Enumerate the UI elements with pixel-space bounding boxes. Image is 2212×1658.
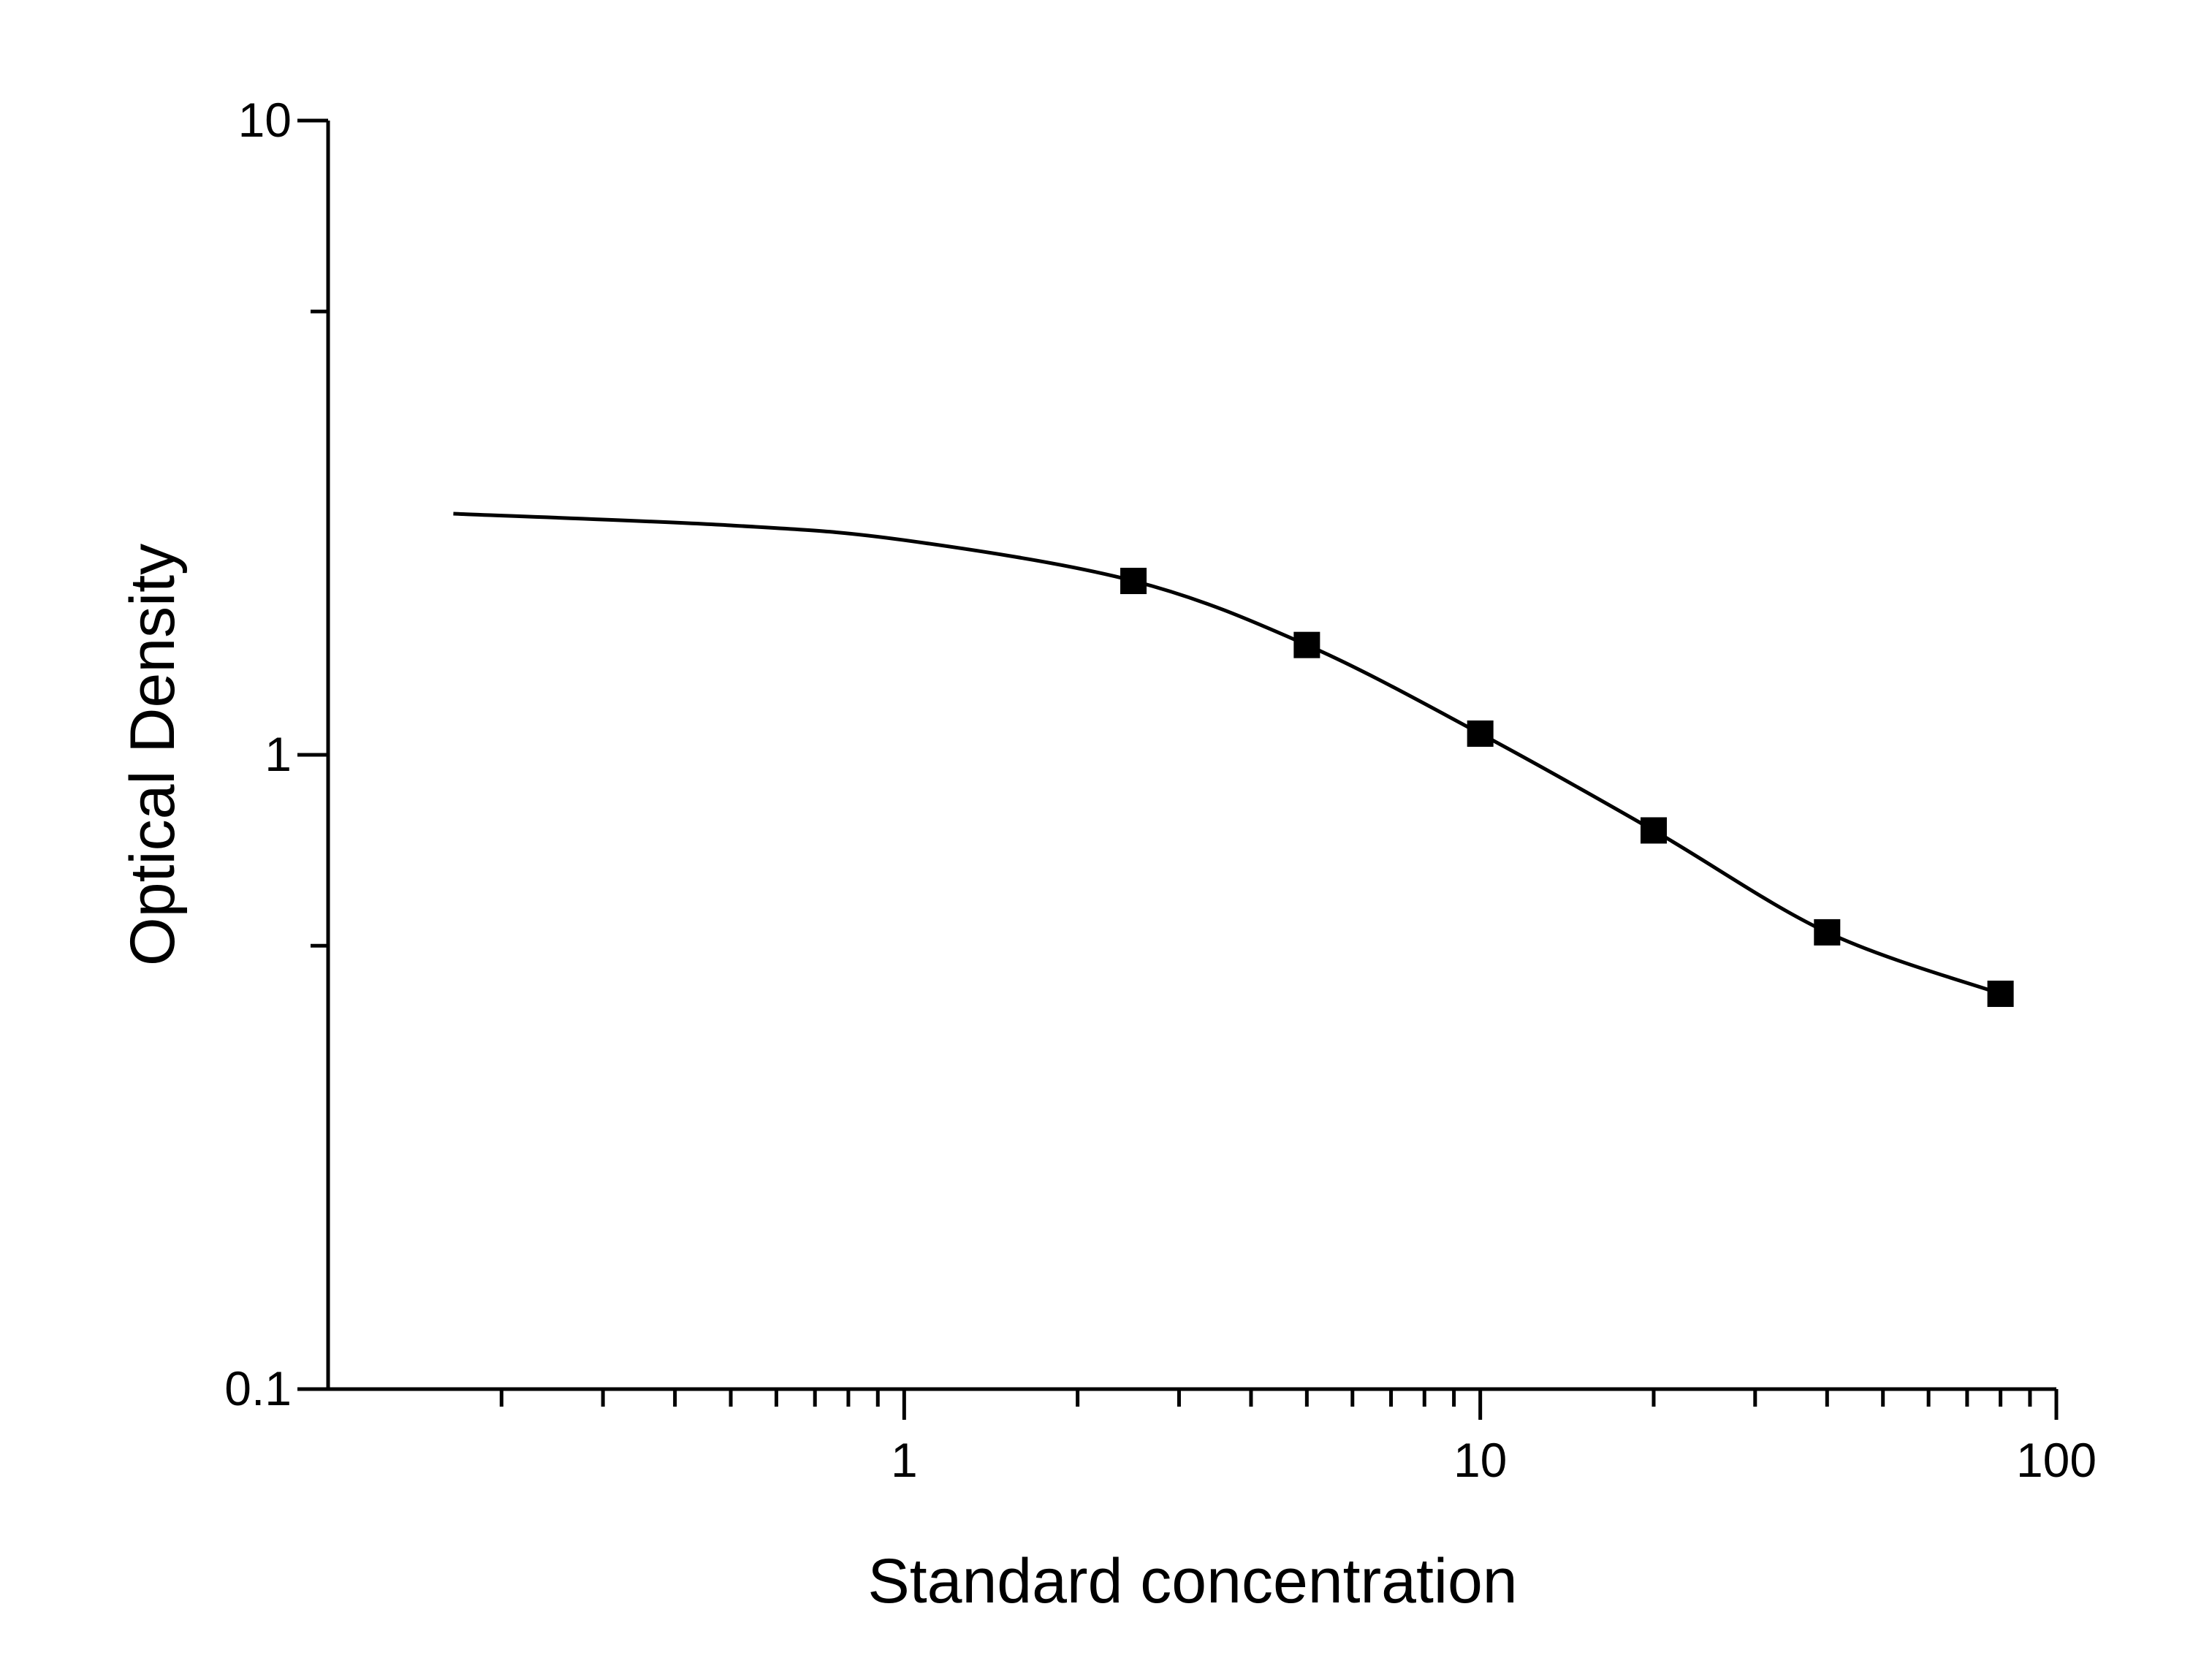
x-axis-title: Standard concentration [867, 1546, 1517, 1616]
data-point-marker [1640, 817, 1667, 844]
data-point-marker [1987, 981, 2014, 1008]
y-axis-title: Optical Density [118, 544, 188, 966]
y-tick-label: 0.1 [224, 1361, 292, 1415]
fit-curve-group [453, 512, 2002, 996]
axes [326, 121, 2056, 1391]
data-point-marker [1467, 720, 1494, 747]
axis-ticks [297, 118, 2059, 1420]
y-tick-label: 10 [238, 93, 292, 147]
data-point-marker [1814, 919, 1841, 946]
data-markers [1120, 568, 2014, 1008]
axis-tick-labels: 1 10 100 0.1 1 10 [224, 93, 2097, 1487]
y-tick-label: 1 [265, 727, 292, 781]
data-point-marker [1120, 568, 1147, 595]
x-tick-label: 1 [891, 1433, 918, 1487]
x-tick-label: 10 [1453, 1433, 1507, 1487]
data-point-marker [1293, 631, 1320, 658]
x-tick-label: 100 [2016, 1433, 2097, 1487]
fit-curve [453, 512, 2002, 996]
